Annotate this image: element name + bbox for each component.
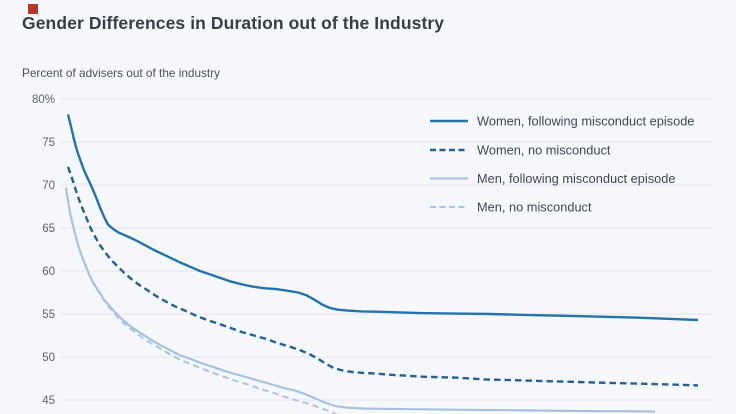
- legend-label-2: Men, following misconduct episode: [477, 171, 675, 186]
- y-tick-label: 50: [42, 352, 55, 364]
- y-tick-label: 55: [42, 309, 55, 321]
- y-tick-label: 70: [42, 180, 55, 192]
- series-line-0: [66, 114, 699, 322]
- chart-title: Gender Differences in Duration out of th…: [22, 13, 445, 33]
- series-line-2: [64, 187, 656, 413]
- brand-accent-square: [28, 4, 38, 14]
- legend-label-0: Women, following misconduct episode: [477, 114, 694, 129]
- y-tick-label: 60: [42, 266, 55, 278]
- y-tick-label: 45: [42, 395, 55, 407]
- legend-label-3: Men, no misconduct: [477, 200, 592, 215]
- y-tick-label: 75: [42, 137, 55, 149]
- series-line-3: [65, 188, 338, 414]
- y-axis-title: Percent of advisers out of the industry: [22, 66, 221, 80]
- y-tick-label: 65: [42, 223, 55, 235]
- y-tick-label: 80%: [32, 94, 55, 106]
- legend-label-1: Women, no misconduct: [477, 143, 611, 158]
- series-line-1: [66, 166, 699, 387]
